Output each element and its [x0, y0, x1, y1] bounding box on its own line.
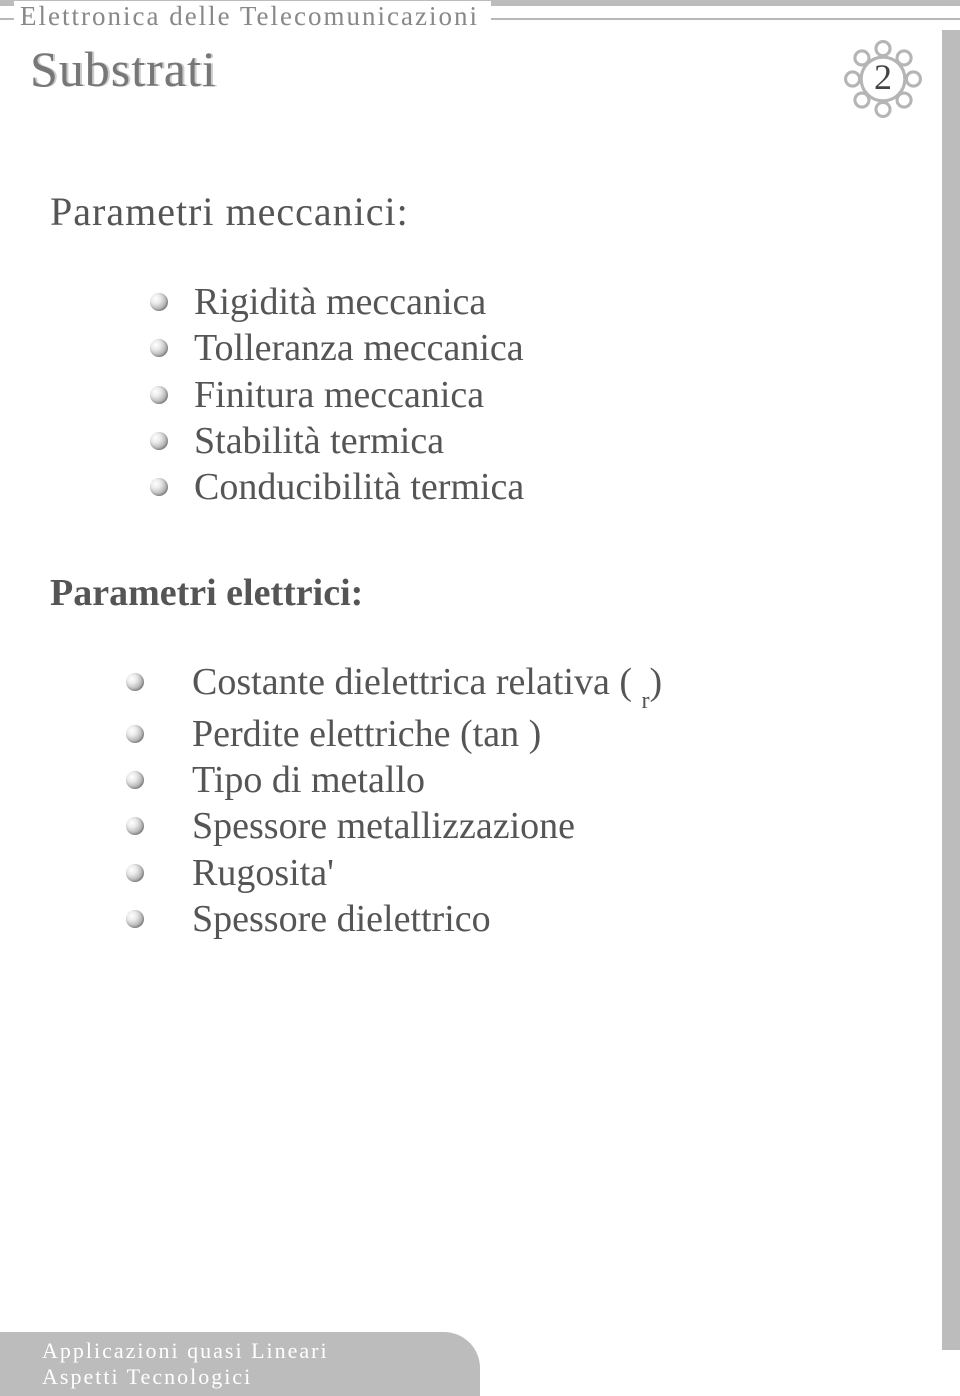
- list-item-label: Stabilità termica: [194, 420, 444, 462]
- bullet-icon: [126, 771, 144, 789]
- bullet-icon: [150, 478, 168, 496]
- list-item-label: Tolleranza meccanica: [194, 327, 524, 369]
- list-item-label: Spessore metallizzazione: [192, 805, 575, 847]
- list-item: Rigidità meccanica: [150, 279, 930, 325]
- bullet-icon: [150, 386, 168, 404]
- mechanical-params-list: Rigidità meccanica Tolleranza meccanica …: [150, 279, 930, 511]
- list-item-label: Conducibilità termica: [194, 466, 524, 508]
- slide-content: Substrati Parametri meccanici: Rigidità …: [30, 40, 930, 942]
- section-heading-mechanical: Parametri meccanici:: [50, 188, 930, 235]
- list-item: Perdite elettriche (tan ): [126, 711, 930, 757]
- bullet-icon: [126, 725, 144, 743]
- list-item-label: Spessore dielettrico: [192, 898, 491, 940]
- list-item: Tipo di metallo: [126, 757, 930, 803]
- right-edge-strip: [942, 30, 960, 1350]
- list-item: Stabilità termica: [150, 418, 930, 464]
- list-item-label: Costante dielettrica relativa ( r): [192, 661, 662, 703]
- section-heading-electrical: Parametri elettrici:: [50, 571, 930, 615]
- list-item: Costante dielettrica relativa ( r): [126, 659, 930, 711]
- list-item: Spessore metallizzazione: [126, 803, 930, 849]
- footer-pill: Applicazioni quasi Lineari Aspetti Tecno…: [0, 1332, 480, 1396]
- electrical-params-list: Costante dielettrica relativa ( r) Perdi…: [126, 659, 930, 943]
- list-item: Conducibilità termica: [150, 464, 930, 510]
- list-item: Spessore dielettrico: [126, 896, 930, 942]
- footer-line-2: Aspetti Tecnologici: [42, 1364, 480, 1390]
- list-item: Finitura meccanica: [150, 372, 930, 418]
- course-title: Elettronica delle Telecomunicazioni: [14, 1, 491, 32]
- list-item-label: Perdite elettriche (tan ): [192, 713, 541, 755]
- bullet-icon: [126, 910, 144, 928]
- bullet-icon: [126, 864, 144, 882]
- list-item-label: Finitura meccanica: [194, 374, 484, 416]
- bullet-icon: [150, 339, 168, 357]
- bullet-icon: [126, 817, 144, 835]
- footer-line-1: Applicazioni quasi Lineari: [42, 1338, 480, 1364]
- bullet-icon: [126, 673, 144, 691]
- list-item: Rugosita': [126, 850, 930, 896]
- list-item-label: Rugosita': [192, 852, 334, 894]
- list-item: Tolleranza meccanica: [150, 325, 930, 371]
- list-item-label: Rigidità meccanica: [194, 281, 486, 323]
- header-bar: Elettronica delle Telecomunicazioni: [0, 0, 960, 30]
- bullet-icon: [150, 432, 168, 450]
- bullet-icon: [150, 293, 168, 311]
- slide-title: Substrati: [30, 40, 930, 98]
- list-item-label: Tipo di metallo: [192, 759, 425, 801]
